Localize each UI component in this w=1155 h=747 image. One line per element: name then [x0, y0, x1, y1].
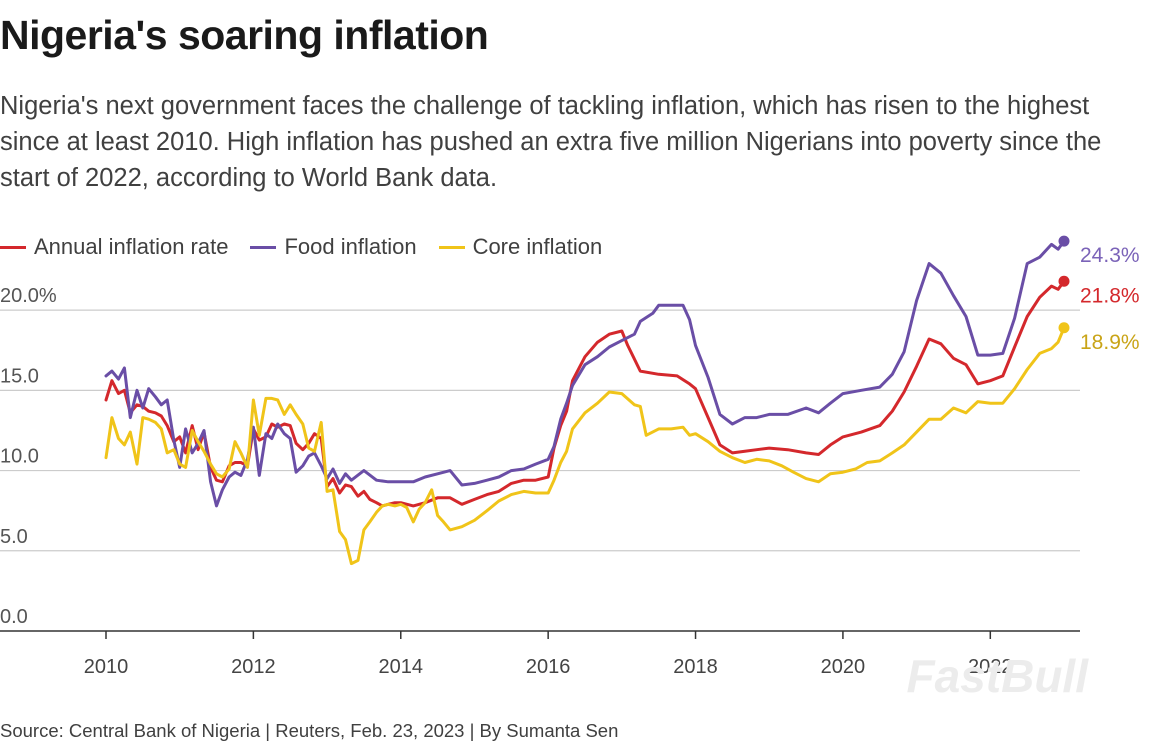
- x-tick-label: 2022: [968, 656, 1013, 678]
- legend-label-annual: Annual inflation rate: [34, 234, 229, 259]
- y-tick-label: 0.0: [0, 606, 28, 628]
- chart-title: Nigeria's soaring inflation: [0, 12, 489, 58]
- series-line-food: [104, 239, 1066, 508]
- y-tick-label: 10.0: [0, 446, 39, 468]
- series-line-annual: [104, 279, 1066, 508]
- x-tick-label: 2018: [673, 656, 718, 678]
- x-tick-label: 2014: [379, 656, 424, 678]
- legend: Annual inflation rate Food inflation Cor…: [0, 234, 624, 260]
- series-line-core: [104, 326, 1066, 566]
- legend-label-food: Food inflation: [284, 234, 417, 259]
- end-label-core: 18.9%: [1080, 331, 1140, 354]
- x-tick-label: 2020: [821, 656, 866, 678]
- x-tick-label: 2010: [84, 656, 129, 678]
- legend-swatch-core: [438, 245, 465, 249]
- legend-item-food: Food inflation: [250, 234, 417, 260]
- chart-subtitle: Nigeria's next government faces the chal…: [0, 92, 1102, 192]
- legend-swatch-food: [250, 245, 277, 249]
- x-tick-label: 2012: [231, 656, 276, 678]
- y-tick-label: 5.0: [0, 526, 28, 548]
- y-tick-label: 15.0: [0, 365, 39, 387]
- legend-label-core: Core inflation: [472, 234, 603, 259]
- y-tick-label: 20.0%: [0, 285, 57, 307]
- legend-swatch-annual: [0, 245, 26, 249]
- source-note: Source: Central Bank of Nigeria | Reuter…: [0, 720, 619, 741]
- end-label-food: 24.3%: [1080, 244, 1140, 267]
- watermark-text: FastBull: [907, 650, 1090, 702]
- series-endpoint-food: [1058, 235, 1070, 247]
- x-tick-label: 2016: [526, 656, 571, 678]
- series-endpoint-annual: [1058, 275, 1070, 287]
- series-endpoint-core: [1058, 322, 1070, 334]
- end-label-annual: 21.8%: [1080, 284, 1140, 307]
- legend-item-core: Core inflation: [438, 234, 603, 260]
- legend-item-annual: Annual inflation rate: [0, 234, 228, 260]
